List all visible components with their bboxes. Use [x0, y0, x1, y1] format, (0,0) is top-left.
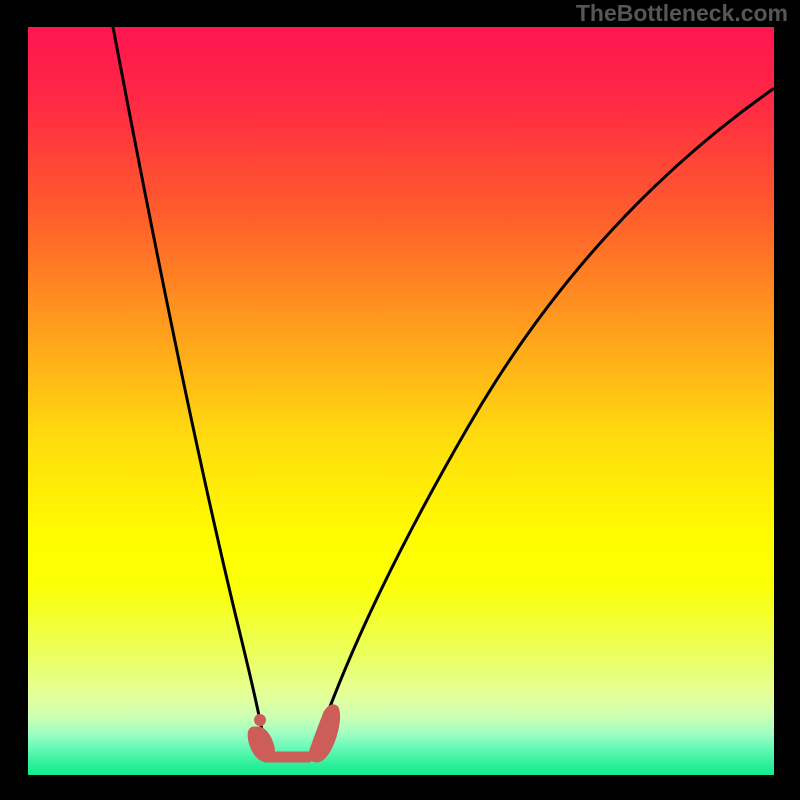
- marker-dot: [254, 714, 266, 726]
- marker-right-blob: [309, 705, 340, 762]
- valley-markers: [28, 27, 774, 775]
- plot-area: [28, 27, 774, 775]
- watermark-text: TheBottleneck.com: [576, 0, 788, 27]
